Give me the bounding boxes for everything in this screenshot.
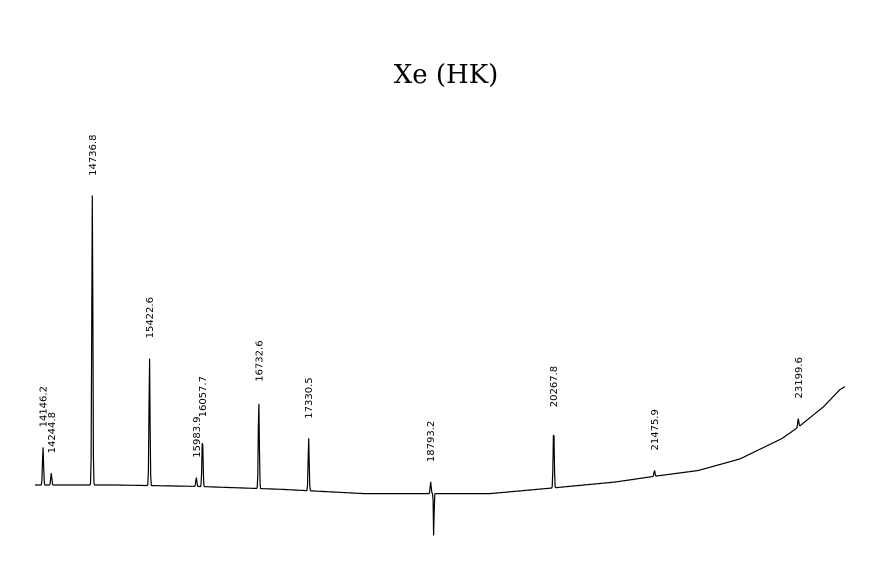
peak-label: 14244.8 [47, 412, 58, 453]
peak-label: 14146.2 [39, 386, 50, 427]
peak-label: 15422.6 [145, 297, 156, 338]
peak-label: 17330.5 [304, 377, 315, 418]
peak-label: 21475.9 [650, 409, 661, 450]
spectrum-trace [35, 195, 846, 536]
peak-label: 23199.6 [794, 357, 805, 398]
peak-label: 15983.9 [192, 416, 203, 457]
plot-area [35, 195, 846, 536]
peak-label: 16732.6 [254, 340, 265, 381]
peak-label: 14736.8 [88, 135, 99, 176]
peak-label: 20267.8 [549, 366, 560, 407]
chart-title: Xe (HK) [394, 60, 499, 90]
peak-label: 16057.7 [198, 376, 209, 417]
peak-label: 18793.2 [426, 421, 437, 462]
